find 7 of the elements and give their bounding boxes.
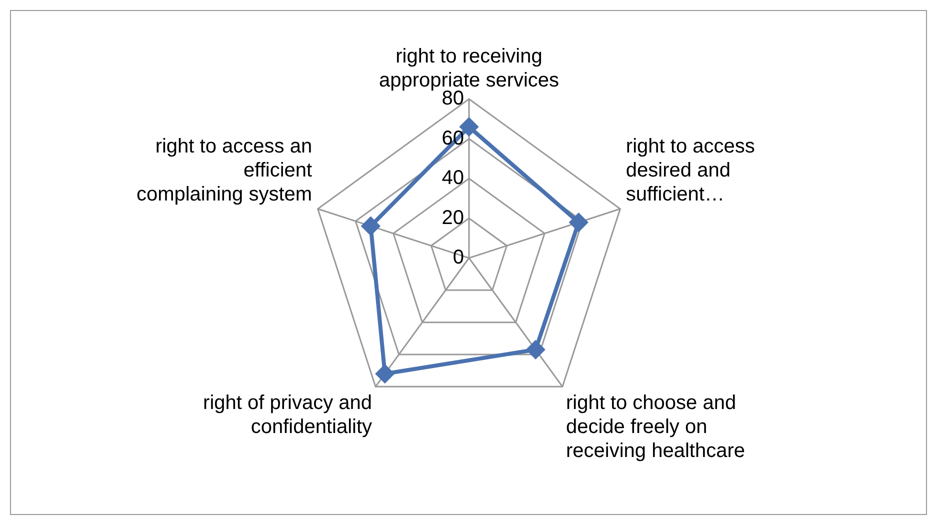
spoke-label: right to access desired and sufficient…: [626, 136, 755, 206]
spoke-label: right of privacy and confidentiality: [203, 392, 372, 438]
spoke-label: right to choose and decide freely on receiving healthcare: [566, 392, 745, 462]
y-tick-label: 40: [442, 167, 464, 190]
spoke-label: right to access an efficient complaining system: [136, 136, 313, 206]
y-tick-label: 0: [452, 246, 464, 269]
y-tick-label: 20: [442, 206, 464, 229]
